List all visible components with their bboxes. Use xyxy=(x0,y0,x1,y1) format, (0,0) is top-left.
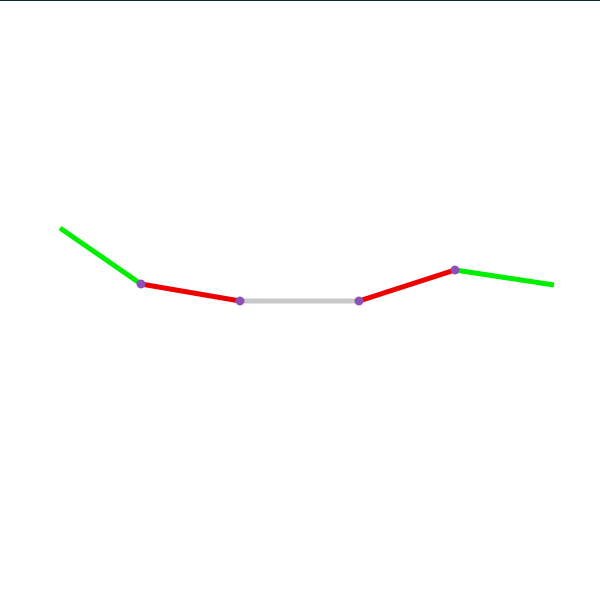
segment-5-green xyxy=(454,267,555,288)
segment-2-red xyxy=(140,281,241,304)
segment-4-red xyxy=(358,267,456,304)
segment-1-green xyxy=(58,225,143,287)
top-border-strip xyxy=(0,0,600,1)
vertex-1 xyxy=(136,279,146,289)
vertex-3 xyxy=(354,296,364,306)
vertex-2 xyxy=(235,296,245,306)
segments-layer xyxy=(58,225,555,304)
vertex-4 xyxy=(450,265,460,275)
vertices-layer xyxy=(136,265,460,306)
